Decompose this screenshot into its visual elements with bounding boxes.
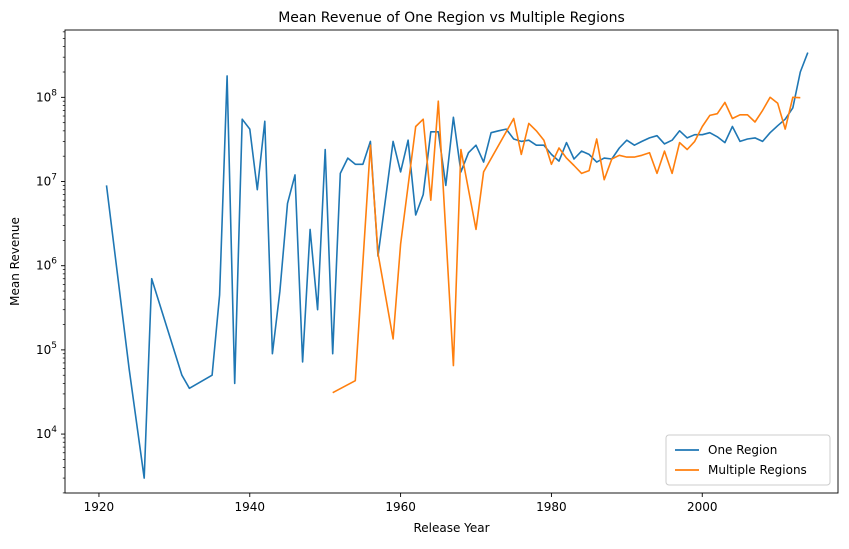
x-tick-label: 1940	[234, 500, 265, 514]
legend: One Region Multiple Regions	[665, 434, 831, 486]
y-tick-label: 104	[36, 425, 57, 441]
series-line-1	[332, 96, 801, 394]
x-tick-label: 1960	[385, 500, 416, 514]
legend-box	[665, 434, 831, 486]
y-tick-label: 105	[36, 341, 57, 357]
legend-label: One Region	[708, 443, 777, 457]
x-axis: 1920 1940 1960 1980 2000	[84, 493, 718, 514]
series-line-0	[105, 52, 809, 479]
plot-area	[105, 52, 809, 479]
y-tick-label: 106	[36, 257, 57, 273]
x-axis-title: Release Year	[413, 521, 489, 535]
y-tick-label: 107	[36, 173, 57, 189]
y-tick-label: 108	[36, 88, 57, 104]
plot-frame	[64, 29, 839, 494]
y-axis-title: Mean Revenue	[8, 217, 22, 306]
x-tick-label: 1920	[84, 500, 115, 514]
y-axis: 104 105 106 107 108	[36, 31, 65, 494]
legend-label: Multiple Regions	[708, 463, 807, 477]
chart-title: Mean Revenue of One Region vs Multiple R…	[278, 10, 625, 26]
x-tick-label: 2000	[687, 500, 718, 514]
x-tick-label: 1980	[536, 500, 567, 514]
